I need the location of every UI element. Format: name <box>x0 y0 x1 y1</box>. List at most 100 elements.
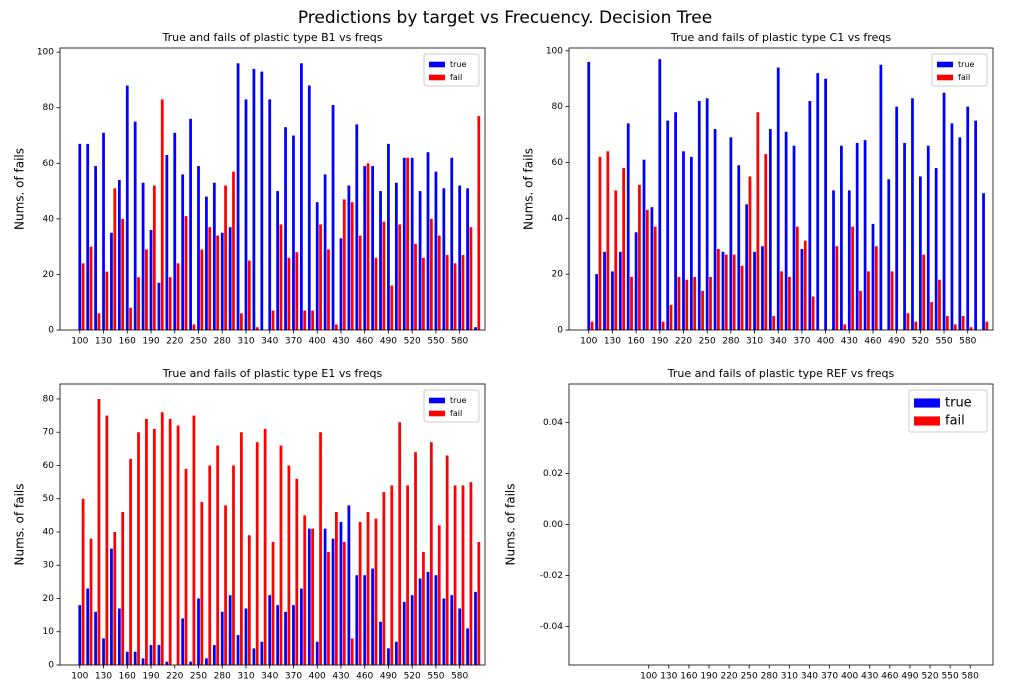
x-tick-label: 160 <box>680 672 697 682</box>
y-tick-label: 20 <box>552 270 564 280</box>
bar <box>331 538 335 665</box>
bar <box>176 425 180 665</box>
bar <box>279 445 283 665</box>
bar <box>622 168 626 330</box>
x-tick-label: 550 <box>942 672 959 682</box>
bar <box>618 251 622 330</box>
bar <box>669 304 673 330</box>
x-tick-label: 580 <box>959 337 976 347</box>
x-tick-label: 460 <box>864 337 881 347</box>
x-tick-label: 370 <box>285 337 302 347</box>
bar <box>121 512 125 665</box>
bar <box>236 635 240 665</box>
legend-swatch <box>429 410 445 417</box>
bar <box>645 209 649 330</box>
bar <box>863 140 867 330</box>
bar <box>205 658 208 665</box>
bar <box>208 465 212 665</box>
x-tick-label: 100 <box>71 672 88 682</box>
bar <box>709 276 712 330</box>
bar <box>729 137 733 330</box>
bar <box>630 276 633 330</box>
y-tick-label: 20 <box>43 594 55 604</box>
y-tick-label: 30 <box>43 561 55 571</box>
x-tick-label: 190 <box>142 337 159 347</box>
x-tick-label: 550 <box>427 672 444 682</box>
chart-title: True and fails of plastic type B1 vs fre… <box>161 31 382 44</box>
bar <box>168 277 172 330</box>
bar <box>914 321 918 330</box>
bar <box>840 145 843 330</box>
bar <box>110 548 113 665</box>
bar <box>133 651 137 665</box>
legend-label: true <box>450 60 466 69</box>
bar <box>469 482 473 665</box>
bar <box>721 251 725 330</box>
x-tick-label: 460 <box>881 672 898 682</box>
bar <box>859 290 862 330</box>
bar <box>232 465 235 665</box>
legend-label: true <box>450 396 466 405</box>
bar <box>295 252 299 330</box>
bar <box>145 418 148 665</box>
bar <box>192 324 196 330</box>
bar <box>847 190 851 330</box>
bar <box>474 327 477 330</box>
legend-swatch <box>914 416 940 426</box>
x-tick-label: 490 <box>901 672 918 682</box>
x-tick-label: 580 <box>451 337 468 347</box>
bar <box>469 227 473 330</box>
bar <box>764 154 768 330</box>
bar <box>926 145 930 330</box>
bar <box>287 465 291 665</box>
bar <box>205 196 208 330</box>
bar <box>284 611 287 665</box>
bar <box>961 316 965 330</box>
bar <box>350 202 354 330</box>
bar <box>334 324 338 330</box>
legend-swatch <box>429 61 445 68</box>
bar <box>110 232 113 330</box>
bar <box>394 641 398 665</box>
bar <box>137 277 140 330</box>
y-tick-label: 0.02 <box>543 469 563 479</box>
x-tick-label: 340 <box>261 672 278 682</box>
bar <box>418 578 422 665</box>
figure-title: Predictions by target vs Frecuency. Deci… <box>298 8 712 28</box>
bar <box>879 64 883 330</box>
bar <box>705 98 709 331</box>
x-tick-label: 340 <box>801 672 818 682</box>
y-axis-label: Nums. of fails <box>522 148 536 230</box>
bar <box>157 282 161 330</box>
bar <box>414 452 417 665</box>
x-tick-label: 460 <box>356 672 373 682</box>
x-tick-label: 310 <box>781 672 798 682</box>
bar <box>315 202 319 330</box>
y-tick-label: 80 <box>43 394 55 404</box>
x-tick-label: 340 <box>770 337 787 347</box>
bar <box>220 611 224 665</box>
bar <box>260 641 264 665</box>
bar <box>788 276 791 330</box>
bar <box>748 176 752 330</box>
bar <box>323 528 327 665</box>
legend-swatch <box>429 397 445 404</box>
bar <box>268 99 272 330</box>
bar <box>271 310 275 330</box>
bar <box>224 185 227 330</box>
x-tick-label: 100 <box>640 672 657 682</box>
bar <box>426 571 430 665</box>
bar <box>803 240 807 330</box>
bar <box>382 492 386 665</box>
bar <box>189 118 192 330</box>
bar <box>173 132 177 330</box>
bar <box>402 601 406 665</box>
bar <box>366 163 370 330</box>
x-tick-label: 220 <box>166 672 183 682</box>
x-tick-label: 100 <box>71 337 88 347</box>
bar <box>701 290 704 330</box>
bar <box>945 316 949 330</box>
bar <box>666 120 670 331</box>
bar <box>418 191 422 330</box>
